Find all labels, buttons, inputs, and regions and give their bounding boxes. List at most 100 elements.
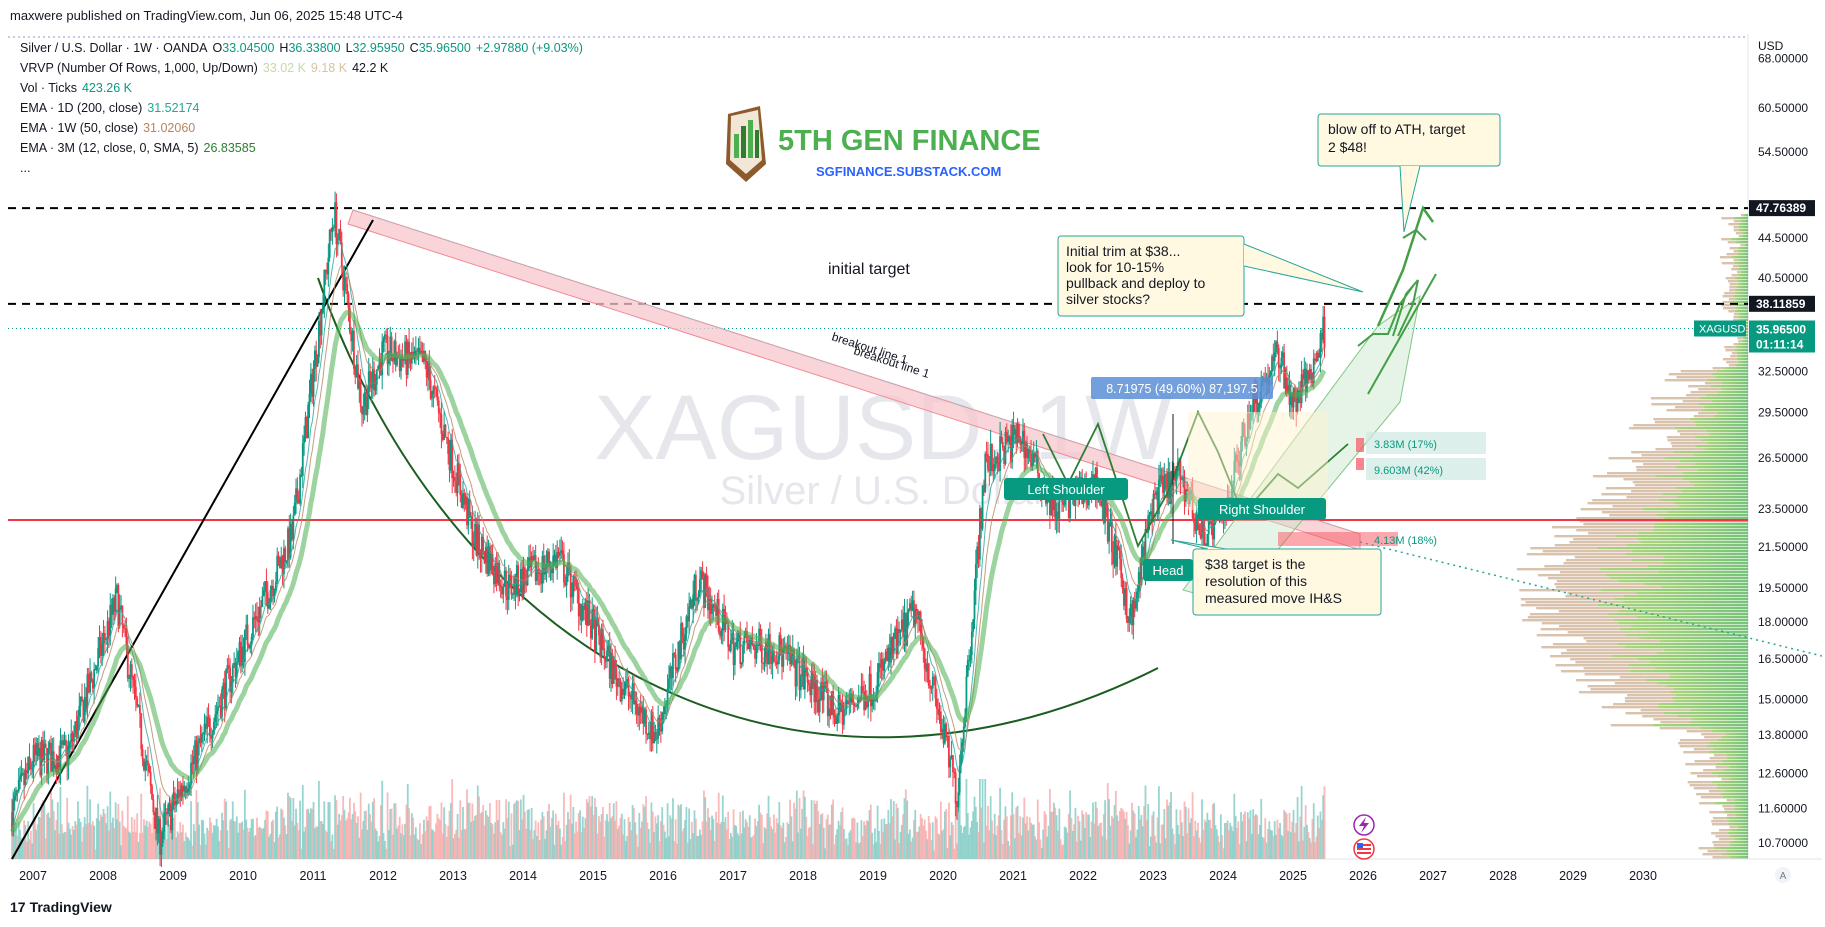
candle-body: [357, 364, 359, 389]
volume-bar: [871, 832, 874, 859]
candle-body: [1012, 424, 1015, 435]
symbol-tag[interactable]: [1694, 320, 1746, 337]
level-price-badge[interactable]: [1749, 295, 1815, 312]
long-term-trendline[interactable]: [11, 219, 374, 860]
candle-body: [1245, 438, 1248, 447]
volume-bar: [1273, 821, 1276, 859]
candle-body: [488, 546, 491, 571]
volume-bar: [258, 826, 261, 859]
legend-more[interactable]: ...: [20, 161, 31, 175]
volume-bar: [585, 799, 588, 859]
legend-vrvp-row[interactable]: VRVP (Number Of Rows, 1,000, Up/Down) 33.…: [20, 58, 588, 78]
vp-row-up: [1625, 634, 1748, 637]
volume-bar: [1094, 801, 1097, 859]
vp-row-up: [1730, 238, 1748, 241]
vp-row-up: [1658, 706, 1748, 709]
volume-bar: [179, 822, 182, 859]
vp-row-up: [1666, 685, 1748, 688]
lightning-icon[interactable]: [1353, 814, 1375, 836]
volume-bar: [106, 806, 109, 859]
volume-bar: [627, 817, 630, 859]
callout-38-target[interactable]: $38 target is the resolution of this mea…: [1170, 539, 1382, 616]
rising-channel[interactable]: [1182, 205, 1437, 605]
price-tick-label: 13.80000: [1758, 728, 1808, 742]
volume-bar: [1289, 832, 1292, 859]
volume-bar: [483, 825, 486, 859]
cup-arc[interactable]: [317, 277, 1159, 739]
legend-ema3-row[interactable]: EMA · 3M (12, close, 0, SMA, 5) 26.83585: [20, 138, 588, 158]
candle-body: [159, 818, 161, 855]
vp-row-down: [1586, 640, 1660, 643]
candle-body: [697, 593, 700, 599]
candle-body: [1162, 481, 1164, 493]
level-price-badge[interactable]: [1749, 200, 1815, 217]
price-chart-svg[interactable]: XAGUSD, 1W Silver / U.S. Dollar 5TH GEN …: [8, 34, 1822, 894]
candle-body: [1158, 479, 1160, 514]
volume-bar: [759, 812, 762, 859]
measure-label[interactable]: 8.71975 (49.60%) 87,197.5: [1091, 377, 1273, 399]
volume-bar: [280, 808, 283, 859]
volume-bar: [546, 811, 549, 859]
vp-row-up: [1736, 307, 1748, 310]
legend-symbol[interactable]: Silver / U.S. Dollar · 1W · OANDA: [20, 41, 208, 55]
volume-bar: [995, 835, 997, 859]
legend-ema1-row[interactable]: EMA · 1D (200, close) 31.52174: [20, 98, 588, 118]
ihs-pattern-line[interactable]: [1042, 409, 1349, 549]
volume-bar: [382, 832, 385, 859]
vp-row-up: [1706, 442, 1748, 445]
candle-body: [330, 229, 332, 233]
us-flag-icon[interactable]: [1353, 838, 1375, 860]
volume-bar: [603, 836, 606, 859]
candle-body: [184, 786, 187, 793]
left-shoulder-label[interactable]: Left Shoulder: [1004, 478, 1128, 500]
vp-row-down: [1733, 319, 1739, 322]
last-price-badge[interactable]: [1749, 320, 1815, 353]
candle-body: [304, 417, 307, 437]
candle-body: [1137, 571, 1140, 592]
vp-row-up: [1735, 241, 1748, 244]
initial-target-label[interactable]: initial target: [828, 261, 910, 278]
candle-body: [813, 673, 816, 703]
chart-pane[interactable]: XAGUSD, 1W Silver / U.S. Dollar 5TH GEN …: [8, 34, 1822, 894]
candle-body: [1054, 493, 1057, 521]
volume-bar: [506, 817, 509, 859]
time-scale[interactable]: 2007 2008 2009 2010 2011 2012 2013 2014 2015 2016…: [19, 869, 1657, 883]
volume-bar: [658, 841, 661, 859]
vp-row-up: [1654, 523, 1748, 526]
vp-row-up: [1693, 454, 1748, 457]
right-shoulder-label[interactable]: Right Shoulder: [1198, 498, 1326, 520]
vp-row-down: [1667, 439, 1701, 442]
volume-bar: [148, 821, 151, 859]
volume-bar: [904, 789, 907, 859]
candle-body: [926, 663, 929, 672]
volume-bar: [544, 838, 546, 859]
callout-blow-off[interactable]: blow off to ATH, target 2 $48!: [1317, 113, 1501, 233]
callout-initial-trim[interactable]: Initial trim at $38... look for 10-15% p…: [1057, 235, 1364, 317]
volume-bar: [58, 833, 61, 859]
volume-bar: [880, 819, 883, 859]
price-scale[interactable]: USD 68.0000060.5000054.5000044.5000040.5…: [1758, 39, 1808, 850]
vp-row-down: [1722, 295, 1733, 298]
volume-bar: [1203, 819, 1206, 859]
candle-body: [1112, 552, 1115, 565]
auto-scale-icon[interactable]: A: [1775, 867, 1791, 883]
currency-label[interactable]: USD: [1758, 39, 1784, 53]
candle-body: [933, 676, 936, 678]
candle-body: [608, 645, 611, 679]
vp-row-down: [1601, 493, 1662, 496]
vp-row-up: [1726, 754, 1748, 757]
volume-bar: [274, 811, 277, 859]
ema-1w-50-line[interactable]: [11, 266, 1325, 832]
ema-lines[interactable]: [9, 242, 1327, 834]
vp-row-up: [1733, 217, 1748, 220]
candle-body: [420, 351, 423, 354]
candle-body: [686, 616, 689, 622]
price-tick-label: 68.00000: [1758, 51, 1808, 65]
head-label[interactable]: Head: [1143, 559, 1193, 581]
volume-bar: [456, 814, 459, 859]
legend-ema2-row[interactable]: EMA · 1W (50, close) 31.02060: [20, 118, 588, 138]
candle-body: [346, 283, 349, 294]
tradingview-footer[interactable]: 17 TradingView: [10, 899, 112, 915]
legend-vol-row[interactable]: Vol · Ticks 423.26 K: [20, 78, 588, 98]
